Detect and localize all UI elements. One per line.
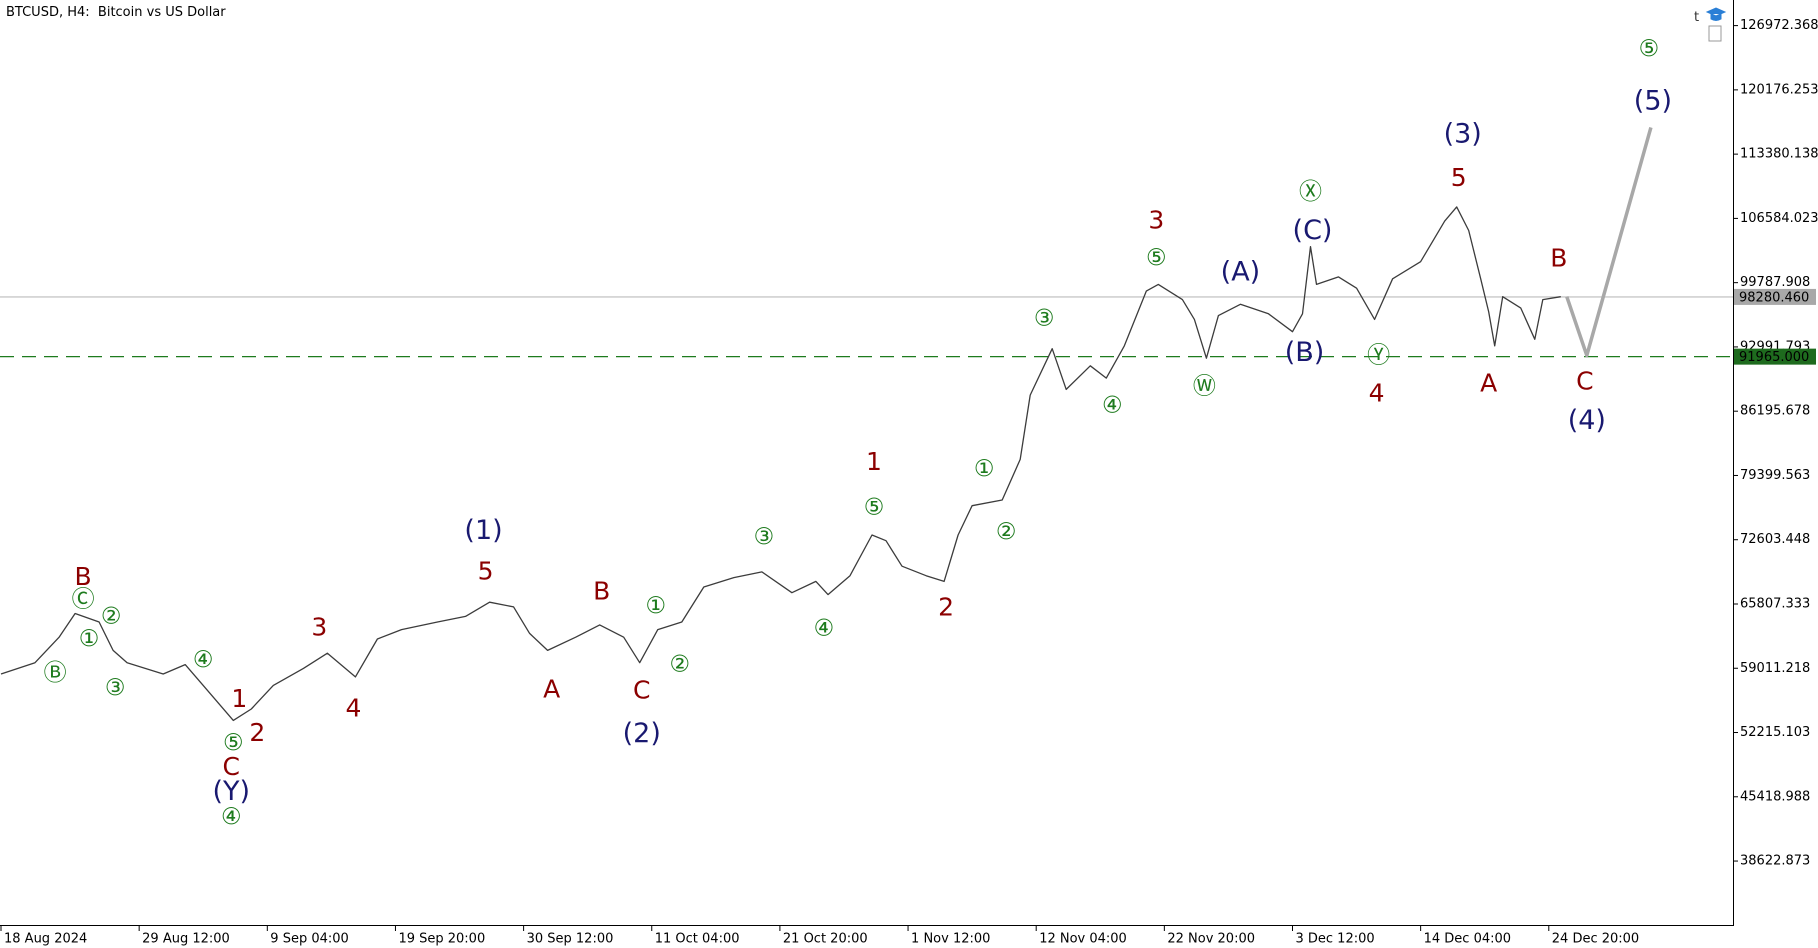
x-tick-label: 29 Aug 12:00 <box>142 932 230 947</box>
y-tick-label: 45418.988 <box>1740 789 1810 804</box>
wave-label: (5) <box>1634 85 1672 116</box>
price-line-series <box>0 206 1561 722</box>
wave-label: 1 <box>231 684 247 713</box>
y-tick-label: 59011.218 <box>1740 661 1810 676</box>
wave-label: A <box>543 675 560 704</box>
price-line-series <box>1565 127 1653 358</box>
wave-label: B <box>75 562 92 591</box>
y-tick-label: 52215.103 <box>1740 725 1810 740</box>
y-tick-label: 106584.023 <box>1740 211 1818 226</box>
y-tick-label: 86195.678 <box>1740 404 1810 419</box>
wave-label: ④ <box>1102 392 1123 418</box>
wave-label: 4 <box>1369 379 1385 408</box>
wave-label: 3 <box>311 612 327 641</box>
wave-label: ③ <box>1034 305 1055 331</box>
wave-label: (Y) <box>212 776 250 807</box>
y-tick-label: 65807.333 <box>1740 596 1810 611</box>
y-tick-label: 99787.908 <box>1740 275 1810 290</box>
wave-label: 5 <box>1451 163 1467 192</box>
x-tick-label: 3 Dec 12:00 <box>1295 932 1374 947</box>
axis-labels: 38622.873 45418.988 52215.103 59011.218 6580… <box>4 18 1818 946</box>
price-label: 91965.000 <box>1739 350 1809 365</box>
x-tick-label: 18 Aug 2024 <box>4 932 87 947</box>
wave-label: (C) <box>1293 215 1333 246</box>
wave-label: ④ <box>193 647 214 673</box>
wave-label: (B) <box>1285 337 1325 368</box>
icon-doc <box>1708 25 1722 42</box>
wave-label: ⑤ <box>1146 245 1167 271</box>
toolbar-icons: t <box>1694 7 1727 42</box>
x-tick-label: 30 Sep 12:00 <box>527 932 614 947</box>
wave-label: 1 <box>866 447 882 476</box>
x-tick-label: 14 Dec 04:00 <box>1424 932 1511 947</box>
wave-label: (4) <box>1568 405 1606 436</box>
wave-label: ② <box>996 519 1017 545</box>
x-tick-label: 1 Nov 12:00 <box>911 932 990 947</box>
y-tick-label: 120176.253 <box>1740 82 1818 97</box>
x-tick-label: 19 Sep 20:00 <box>398 932 485 947</box>
wave-label: C <box>633 676 650 705</box>
wave-label: (3) <box>1444 119 1482 150</box>
wave-label: B <box>1550 243 1567 272</box>
wave-label: 2 <box>249 718 265 747</box>
ticks <box>0 25 1738 931</box>
series <box>0 127 1653 722</box>
x-tick-label: 11 Oct 04:00 <box>655 932 740 947</box>
price-lines <box>0 296 1733 358</box>
wave-label: ① <box>79 626 100 652</box>
wave-label: (2) <box>623 718 661 749</box>
wave-label: ② <box>669 652 690 678</box>
wave-label: ③ <box>754 524 775 550</box>
wave-label: (1) <box>464 515 502 546</box>
y-tick-label: 126972.368 <box>1740 18 1818 33</box>
y-tick-label: 113380.138 <box>1740 147 1818 162</box>
wave-label: Ⓧ <box>1299 179 1322 205</box>
x-tick-label: 9 Sep 04:00 <box>270 932 349 947</box>
y-tick-label: 79399.563 <box>1740 468 1810 483</box>
x-tick-label: 22 Nov 20:00 <box>1167 932 1255 947</box>
wave-label: ④ <box>814 616 835 642</box>
wave-label: 4 <box>345 694 361 723</box>
wave-label: ⑤ <box>223 730 244 756</box>
x-tick-label: 24 Dec 20:00 <box>1552 932 1639 947</box>
icon-text: t <box>1694 10 1699 25</box>
wave-label: ① <box>974 456 995 482</box>
wave-label: ① <box>645 593 666 619</box>
wave-label: 3 <box>1148 206 1164 235</box>
wave-label: C <box>223 752 240 781</box>
chart-title: BTCUSD, H4: Bitcoin vs US Dollar <box>6 5 226 20</box>
x-tick-label: 21 Oct 20:00 <box>783 932 868 947</box>
wave-label: (A) <box>1221 257 1261 288</box>
wave-label: Ⓦ <box>1193 374 1216 400</box>
wave-label: ⑤ <box>1639 36 1660 62</box>
x-tick-label: 12 Nov 04:00 <box>1039 932 1127 947</box>
wave-label: ⑤ <box>864 495 885 521</box>
icon-cap <box>1705 7 1727 21</box>
wave-label: B <box>593 576 610 605</box>
wave-label: 2 <box>938 592 954 621</box>
wave-label: 5 <box>478 556 494 585</box>
wave-label: Ⓨ <box>1367 342 1390 368</box>
wave-label: C <box>1576 366 1593 395</box>
wave-label: ③ <box>105 675 126 701</box>
y-tick-label: 38622.873 <box>1740 854 1810 869</box>
wave-label: ② <box>101 603 122 629</box>
price-label-box <box>1734 348 1816 365</box>
price-label-box <box>1734 288 1816 305</box>
y-tick-label: 72603.448 <box>1740 532 1810 547</box>
wave-label: A <box>1480 368 1497 397</box>
wave-label: ④ <box>221 804 242 830</box>
wave-label: Ⓑ <box>44 660 67 686</box>
price-label: 98280.460 <box>1739 290 1809 305</box>
wave-label: Ⓒ <box>72 586 95 612</box>
